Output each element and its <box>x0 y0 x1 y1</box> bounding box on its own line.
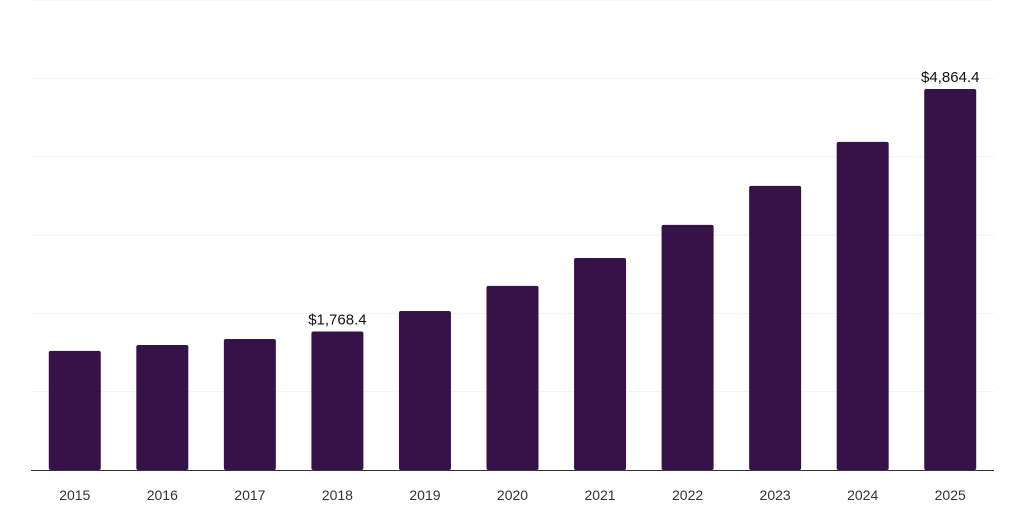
x-tick-label: 2024 <box>847 487 878 503</box>
x-tick-label: 2023 <box>760 487 791 503</box>
bar-2018 <box>311 331 364 470</box>
x-tick-label: 2017 <box>234 487 265 503</box>
data-label: $1,768.4 <box>308 311 366 328</box>
bar-2016 <box>136 344 189 470</box>
x-tick-label: 2018 <box>322 487 353 503</box>
bar-2023 <box>749 185 802 470</box>
x-tick-label: 2025 <box>935 487 966 503</box>
x-tick-label: 2015 <box>59 487 90 503</box>
bar-2020 <box>486 285 539 470</box>
data-label: $4,864.4 <box>921 69 979 86</box>
x-tick-label: 2021 <box>584 487 615 503</box>
bar-2015 <box>48 350 101 470</box>
x-tick-label: 2020 <box>497 487 528 503</box>
bar-2024 <box>836 141 889 470</box>
x-tick-label: 2022 <box>672 487 703 503</box>
x-tick-label: 2019 <box>409 487 440 503</box>
bar-2022 <box>661 224 714 470</box>
bar-2021 <box>574 257 627 470</box>
bar-2025 <box>924 88 977 471</box>
bar-2019 <box>398 310 451 470</box>
bar-2017 <box>223 338 276 470</box>
x-tick-label: 2016 <box>147 487 178 503</box>
